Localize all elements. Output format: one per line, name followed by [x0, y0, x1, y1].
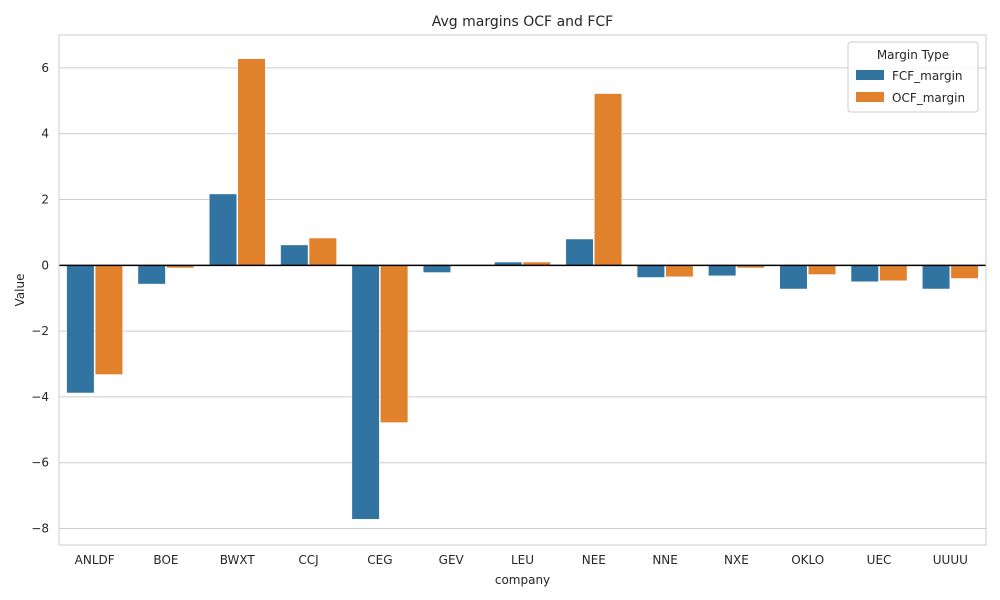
plot-frame [58, 34, 987, 546]
bar-fcf-margin-gev [422, 265, 451, 273]
legend: Margin Type FCF_margin OCF_margin [847, 41, 979, 113]
x-tick-label: NEE [582, 553, 606, 567]
x-tick-label: NNE [652, 553, 678, 567]
y-tick-label: 4 [41, 127, 49, 141]
bar-ocf-margin-nee [594, 93, 623, 266]
bar-fcf-margin-ccj [280, 244, 309, 266]
bars [66, 58, 979, 520]
bar-fcf-margin-nxe [708, 265, 737, 277]
bar-ocf-margin-uec [879, 265, 908, 282]
y-axis-label: Value [13, 274, 27, 307]
bar-ocf-margin-nne [665, 265, 694, 278]
x-tick-labels: ANLDF BOE BWXT CCJ CEG GEV LEU NEE NNE NXE OKLO UEC… [75, 553, 968, 567]
bar-fcf-margin-bwxt [208, 193, 238, 266]
x-tick-label: UUUU [933, 553, 968, 567]
bar-fcf-margin-uuuu [922, 265, 951, 290]
y-tick-labels: −8 −6 −4 −2 0 2 4 6 [31, 61, 49, 536]
x-tick-label: GEV [439, 553, 465, 567]
x-tick-label: LEU [511, 553, 534, 567]
bar-ocf-margin-bwxt [237, 58, 266, 266]
legend-label-fcf-margin: FCF_margin [892, 69, 963, 83]
x-tick-label: UEC [867, 553, 892, 567]
y-tick-label: 0 [41, 258, 49, 272]
chart-title: Avg margins OCF and FCF [432, 14, 613, 30]
bar-fcf-margin-ceg [351, 265, 380, 520]
legend-label-ocf-margin: OCF_margin [892, 91, 965, 105]
y-tick-label: −8 [31, 522, 49, 536]
x-tick-label: OKLO [791, 553, 824, 567]
grid-lines [59, 67, 986, 530]
bar-fcf-margin-oklo [779, 265, 808, 290]
legend-swatch-fcf-margin [856, 70, 884, 80]
x-tick-label: CEG [367, 553, 392, 567]
bar-ocf-margin-uuuu [950, 265, 979, 279]
x-tick-label: NXE [724, 553, 749, 567]
bar-ocf-margin-anldf [94, 265, 123, 375]
legend-swatch-ocf-margin [856, 92, 884, 102]
bar-fcf-margin-uec [850, 265, 879, 283]
x-tick-label: BWXT [220, 553, 256, 567]
y-tick-label: −2 [31, 324, 49, 338]
x-axis-label: company [495, 573, 550, 587]
legend-title: Margin Type [877, 48, 949, 62]
y-tick-label: 6 [41, 61, 49, 75]
x-tick-label: CCJ [298, 553, 318, 567]
x-tick-label: ANLDF [75, 553, 115, 567]
bar-ocf-margin-ccj [308, 237, 337, 266]
bar-ocf-margin-oklo [807, 265, 837, 275]
x-tick-label: BOE [153, 553, 178, 567]
bar-fcf-margin-nee [565, 238, 594, 266]
bar-ocf-margin-ceg [380, 265, 409, 423]
y-tick-label: −6 [31, 456, 49, 470]
y-tick-label: −4 [31, 390, 49, 404]
bar-fcf-margin-boe [137, 265, 166, 285]
bar-fcf-margin-nne [636, 265, 665, 278]
bar-fcf-margin-anldf [66, 265, 95, 394]
y-tick-label: 2 [41, 193, 49, 207]
